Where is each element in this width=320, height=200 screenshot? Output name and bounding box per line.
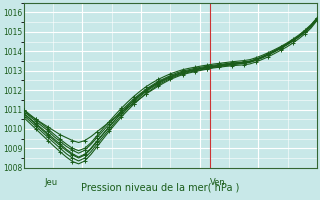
Text: Jeu: Jeu — [44, 178, 57, 187]
Text: Pression niveau de la mer( hPa ): Pression niveau de la mer( hPa ) — [81, 182, 239, 192]
Text: Ven: Ven — [210, 178, 226, 187]
